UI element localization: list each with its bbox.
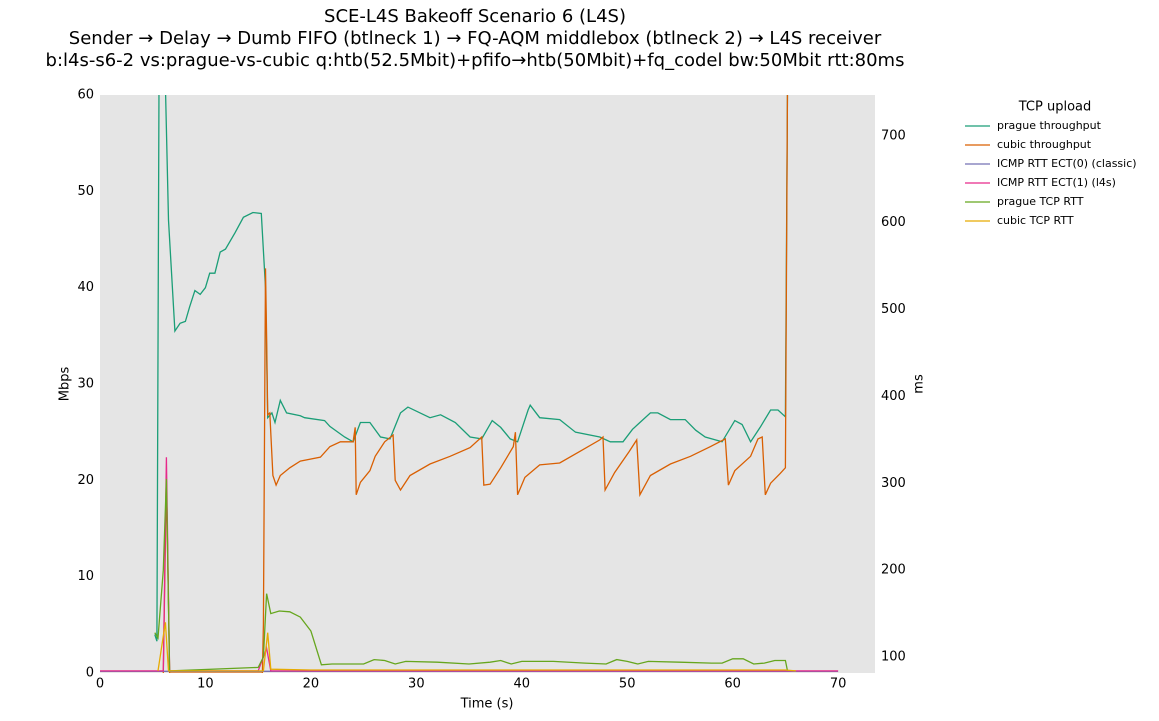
chart-title: b:l4s-s6-2 vs:prague-vs-cubic q:htb(52.5… [46, 50, 905, 71]
y-axis-label: Mbps [58, 367, 73, 402]
y-tick-label: 40 [77, 280, 94, 295]
series-line [162, 95, 789, 673]
y-tick-label: 0 [86, 666, 94, 681]
y-tick-label: 20 [77, 473, 94, 488]
plot-background [100, 95, 875, 673]
chart-title: Sender → Delay → Dumb FIFO (btlneck 1) →… [69, 28, 882, 49]
y2-tick-label: 600 [881, 215, 906, 230]
x-tick-label: 70 [830, 677, 847, 692]
y2-tick-label: 100 [881, 650, 906, 665]
y2-tick-label: 300 [881, 476, 906, 491]
y-tick-label: 50 [77, 184, 94, 199]
x-tick-label: 0 [96, 677, 104, 692]
series-line [157, 622, 796, 672]
legend-label: prague throughput [997, 119, 1102, 132]
x-axis-label: Time (s) [460, 697, 514, 712]
x-tick-label: 60 [724, 677, 741, 692]
y2-tick-label: 500 [881, 302, 906, 317]
legend-title: TCP upload [1018, 100, 1092, 115]
y-tick-label: 10 [77, 569, 94, 584]
plot-area [100, 95, 839, 673]
legend-label: ICMP RTT ECT(1) (l4s) [997, 176, 1116, 189]
legend-label: prague TCP RTT [997, 195, 1084, 208]
legend-label: cubic throughput [997, 138, 1092, 151]
y2-tick-label: 200 [881, 563, 906, 578]
legend-label: ICMP RTT ECT(0) (classic) [997, 157, 1137, 170]
series-line [154, 95, 789, 642]
y2-tick-label: 400 [881, 389, 906, 404]
x-tick-label: 30 [408, 677, 425, 692]
x-tick-label: 40 [513, 677, 530, 692]
series-line [154, 478, 789, 672]
x-tick-label: 10 [197, 677, 214, 692]
y2-axis-label: ms [912, 374, 927, 394]
y-tick-label: 30 [77, 377, 94, 392]
legend-label: cubic TCP RTT [997, 214, 1074, 227]
x-tick-label: 20 [303, 677, 320, 692]
y2-tick-label: 700 [881, 128, 906, 143]
chart-title: SCE-L4S Bakeoff Scenario 6 (L4S) [324, 6, 626, 27]
x-tick-label: 50 [619, 677, 636, 692]
y-tick-label: 60 [77, 88, 94, 103]
